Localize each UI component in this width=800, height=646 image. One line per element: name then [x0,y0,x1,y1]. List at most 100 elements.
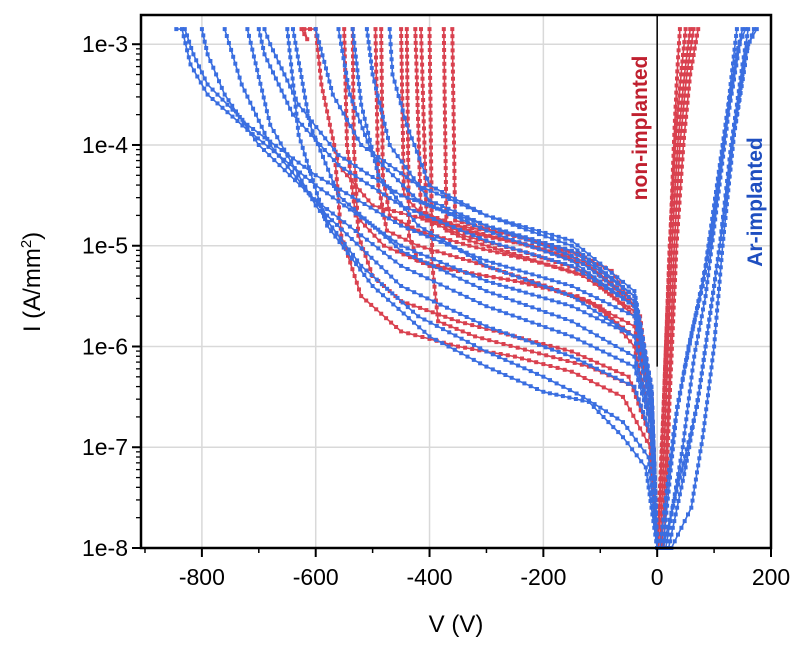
data-point [682,128,687,133]
data-point [340,48,345,53]
data-point [675,179,680,183]
data-point [629,381,634,386]
data-point [226,41,231,45]
data-point [408,255,412,260]
data-point [333,186,338,191]
data-point [382,192,386,197]
data-point [450,62,455,67]
data-point [737,42,742,47]
data-point [556,300,561,305]
data-point [431,217,436,221]
data-point [705,331,710,336]
data-point [427,183,432,188]
data-point [322,214,326,219]
data-point [362,202,367,206]
data-point [488,233,493,238]
data-point [353,164,358,168]
data-point [555,345,560,350]
data-point [437,223,441,228]
data-point [675,121,680,126]
data-point [601,385,606,390]
data-point [450,55,455,60]
data-point [442,89,447,94]
data-point [688,46,693,51]
data-point [548,364,553,368]
data-point [245,94,250,99]
data-point [392,209,396,214]
data-point [647,462,652,467]
data-point [712,203,717,208]
data-point [563,317,568,321]
data-point [414,54,419,59]
data-point [588,363,593,368]
data-point [657,518,662,523]
data-point [692,484,697,489]
data-point [442,265,447,270]
data-point [366,278,371,283]
data-point [478,220,483,225]
data-point [352,40,357,45]
data-point [464,230,469,235]
data-point [696,299,701,304]
data-point [478,260,483,265]
data-point [395,295,400,300]
data-point [425,234,430,239]
data-point [668,244,672,249]
data-point [641,388,646,393]
data-point [637,355,642,360]
data-point [619,347,624,352]
data-point [491,260,495,265]
data-point [233,61,238,66]
data-point [405,47,409,52]
data-point [671,146,676,151]
data-point [453,199,458,204]
data-point [550,312,555,317]
data-point [452,140,456,145]
data-point [335,156,340,161]
data-point [677,150,682,155]
data-point [342,47,347,52]
data-point [251,106,256,111]
data-point [428,230,433,235]
data-point [296,102,301,107]
data-point [625,425,630,430]
data-point [740,77,745,82]
data-point [645,363,650,368]
data-point [576,307,581,312]
data-point [350,267,355,272]
data-point [412,208,417,213]
data-point [663,503,667,508]
data-point [626,321,631,325]
data-point [343,81,348,86]
data-point [329,129,334,134]
data-point [388,34,393,39]
data-point [657,504,662,509]
data-point [662,429,667,434]
data-point [662,510,667,515]
data-point [609,293,614,298]
data-point [451,265,456,270]
data-point [707,259,712,264]
data-point [484,228,489,233]
data-point [520,356,524,361]
data-point [308,179,313,183]
data-point [530,305,535,310]
data-point [661,420,665,425]
data-point [467,258,472,263]
data-point [231,54,236,59]
data-point [364,268,369,273]
data-point [660,434,665,439]
data-point [714,203,719,208]
data-point [725,109,730,114]
data-point [429,166,434,171]
data-point [537,254,541,259]
data-point [702,270,707,275]
data-point [415,109,420,114]
data-point [627,407,632,412]
data-point [447,212,452,217]
data-point [478,210,483,215]
data-point [740,62,745,67]
data-point [470,226,475,231]
data-point [427,336,432,341]
data-point [441,251,446,256]
